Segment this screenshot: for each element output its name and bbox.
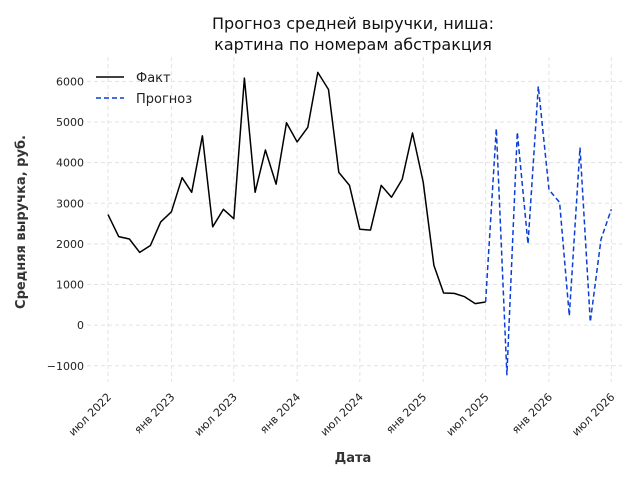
y-tick-label: 0 — [77, 319, 84, 332]
x-tick-label: янв 2025 — [384, 391, 430, 437]
series-lines — [107, 71, 613, 376]
y-axis-ticks: −1000 0 1000 2000 3000 4000 5000 6000 — [47, 75, 84, 372]
y-tick-label: −1000 — [47, 360, 84, 373]
x-tick-label: июл 2024 — [318, 391, 366, 439]
x-axis-ticks: июл 2022 янв 2023 июл 2023 янв 2024 июл 2024… — [66, 391, 617, 439]
series-line-fact — [107, 71, 486, 305]
chart-title-block: Прогноз средней выручки, ниша: картина п… — [212, 14, 494, 54]
legend-label-forecast: Прогноз — [136, 92, 192, 107]
x-tick-label: янв 2026 — [509, 391, 555, 437]
x-tick-label: июл 2023 — [192, 391, 240, 439]
y-tick-label: 1000 — [56, 279, 84, 292]
x-tick-label: июл 2025 — [444, 391, 492, 439]
y-tick-label: 2000 — [56, 238, 84, 251]
y-tick-label: 4000 — [56, 157, 84, 170]
grid — [87, 57, 622, 382]
y-tick-label: 5000 — [56, 116, 84, 129]
x-tick-label: янв 2023 — [132, 391, 178, 437]
chart-title: Прогноз средней выручки, ниша: — [212, 14, 494, 33]
x-tick-label: янв 2024 — [257, 391, 303, 437]
x-axis-label: Дата — [335, 451, 372, 466]
legend: Факт Прогноз — [96, 71, 192, 107]
y-tick-label: 6000 — [56, 75, 84, 88]
y-axis-label: Средняя выручка, руб. — [14, 135, 29, 309]
chart-subtitle: картина по номерам абстракция — [214, 35, 492, 54]
legend-label-fact: Факт — [136, 71, 171, 86]
y-tick-label: 3000 — [56, 197, 84, 210]
series-line-forecast — [484, 85, 613, 376]
x-tick-label: июл 2022 — [66, 391, 114, 439]
x-tick-label: июл 2026 — [569, 391, 617, 439]
